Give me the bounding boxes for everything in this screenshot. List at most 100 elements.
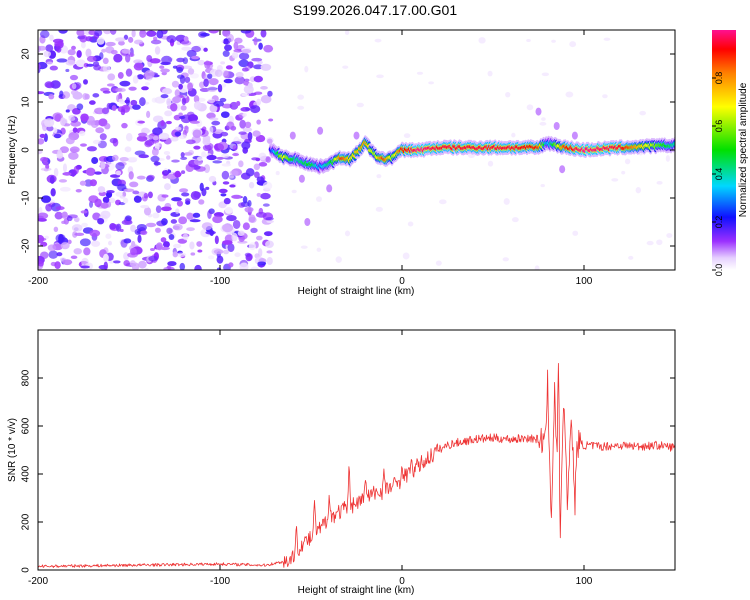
heatmap-noise-cell [53,133,62,139]
heatmap-noise-cell [72,83,77,90]
heatmap-noise-cell [375,206,383,212]
heatmap-noise-cell [102,196,110,204]
heatmap-noise-cell [111,154,119,162]
heatmap-noise-cell [146,174,155,181]
heatmap-noise-cell [99,52,104,60]
heatmap-noise-cell [166,227,173,235]
heatmap-noise-cell [505,91,511,98]
heatmap-noise-cell [511,132,516,138]
heatmap-noise-cell [62,259,73,266]
heatmap-noise-cell [374,38,382,43]
heatmap-noise-cell [182,233,189,241]
heatmap-noise-cell [122,197,129,204]
heatmap-noise-cell [342,65,349,69]
heatmap-noise-cell [146,54,153,62]
heatmap-blob [298,174,305,183]
heatmap-noise-cell [160,68,170,73]
snr-panel: -200 -100 0 100 0 200 400 600 800 Height of stra… [7,329,676,596]
heatmap-noise-cell [94,30,103,37]
heatmap-noise-cell [80,113,89,122]
spectrogram-xtick-label: -100 [210,276,230,287]
heatmap-noise-cell [208,30,220,34]
heatmap-noise-cell [57,149,63,157]
heatmap-noise-cell [199,182,204,192]
heatmap-noise-cell [151,147,159,157]
heatmap-noise-cell [244,252,252,257]
heatmap-noise-cell [86,63,94,67]
heatmap-noise-cell [49,34,54,42]
heatmap-noise-cell [167,261,177,267]
figure-title: S199.2026.047.17.00.G01 [293,2,457,18]
heatmap-noise-cell [211,120,221,126]
heatmap-noise-cell [225,65,233,70]
heatmap-noise-cell [203,164,211,173]
heatmap-noise-cell [50,80,61,89]
heatmap-noise-cell [150,39,162,45]
heatmap-noise-cell [189,120,200,124]
heatmap-noise-cell [141,86,149,91]
heatmap-noise-cell [138,260,147,269]
heatmap-noise-cell [172,95,182,104]
heatmap-noise-cell [125,53,131,63]
heatmap-noise-cell [60,117,66,126]
heatmap-noise-cell [232,145,238,151]
heatmap-noise-cell [257,60,263,65]
spectrogram-ytick-label: 20 [21,48,32,60]
heatmap-noise-cell [165,120,172,125]
heatmap-noise-cell [153,161,161,166]
heatmap-noise-cell [119,195,126,199]
heatmap-noise-cell [101,48,107,53]
heatmap-noise-cell [219,97,227,103]
heatmap-noise-cell [124,146,132,153]
heatmap-noise-cell [185,198,191,203]
heatmap-noise-cell [65,137,75,145]
heatmap-noise-cell [71,224,83,232]
heatmap-noise-cell [247,82,253,89]
heatmap-noise-cell [132,104,141,110]
heatmap-noise-cell [253,163,261,171]
heatmap-noise-cell [245,107,251,111]
heatmap-noise-cell [79,130,86,137]
heatmap-noise-cell [97,217,105,225]
heatmap-noise-cell [267,90,273,97]
heatmap-noise-cell [221,163,231,167]
heatmap-noise-cell [61,91,71,99]
heatmap-noise-cell [639,110,647,116]
heatmap-noise-cell [123,259,130,267]
heatmap-blob [289,131,296,140]
heatmap-noise-cell [48,93,55,100]
heatmap-noise-cell [133,195,142,203]
heatmap-noise-cell [181,97,187,106]
heatmap-noise-cell [69,146,80,153]
heatmap-noise-cell [222,223,234,233]
heatmap-noise-cell [163,150,171,155]
heatmap-noise-cell [83,79,88,85]
heatmap-noise-cell [265,156,271,163]
heatmap-noise-cell [38,234,45,244]
heatmap-noise-cell [407,221,414,227]
heatmap-noise-cell [118,98,124,103]
heatmap-noise-cell [132,190,140,195]
heatmap-noise-cell [71,45,76,51]
heatmap-noise-cell [164,183,171,191]
heatmap-noise-cell [117,71,124,79]
heatmap-noise-cell [144,139,155,146]
heatmap-noise-cell [186,227,195,232]
heatmap-noise-cell [240,30,252,34]
heatmap-noise-cell [100,202,109,209]
heatmap-noise-cell [235,71,244,78]
heatmap-noise-cell [45,203,53,212]
heatmap-noise-cell [503,198,510,205]
heatmap-noise-cell [646,240,654,246]
heatmap-noise-cell [258,162,268,167]
heatmap-noise-cell [118,40,125,46]
heatmap-noise-cell [190,190,201,200]
heatmap-noise-cell [161,194,169,198]
spectrogram-xtick-label: 0 [399,276,405,287]
heatmap-noise-cell [602,94,608,99]
heatmap-noise-cell [180,156,188,160]
heatmap-noise-cell [551,39,556,43]
heatmap-noise-cell [569,41,577,48]
heatmap-noise-cell [253,75,263,83]
